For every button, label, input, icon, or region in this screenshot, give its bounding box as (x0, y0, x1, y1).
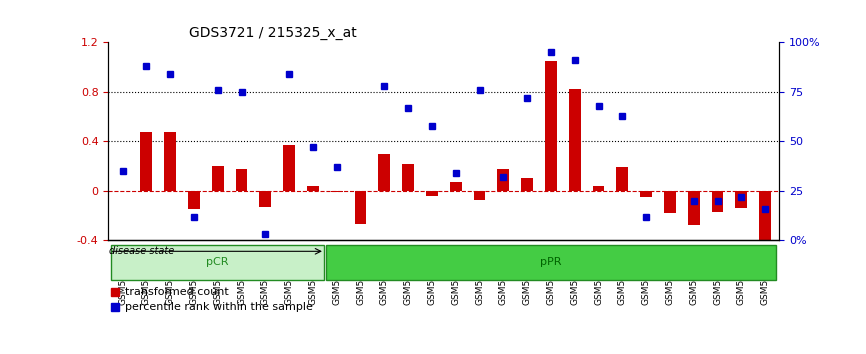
Bar (664, 191, 675, 213)
Bar (140, 131, 152, 191)
Bar (426, 191, 438, 196)
Bar (474, 191, 486, 200)
Bar (260, 191, 271, 207)
Bar (449, 182, 462, 191)
Bar (735, 191, 747, 208)
Bar (283, 145, 295, 191)
FancyBboxPatch shape (326, 245, 776, 280)
Text: GDS3721 / 215325_x_at: GDS3721 / 215325_x_at (189, 26, 357, 40)
Bar (617, 167, 628, 191)
Bar (402, 164, 414, 191)
Text: pPR: pPR (540, 257, 562, 267)
Bar (378, 154, 391, 191)
Bar (592, 186, 604, 191)
Bar (307, 186, 319, 191)
Bar (640, 191, 652, 197)
Text: disease state: disease state (109, 246, 175, 256)
Bar (712, 191, 723, 212)
Text: transformed count: transformed count (125, 287, 229, 297)
Bar (569, 90, 581, 191)
Text: percentile rank within the sample: percentile rank within the sample (125, 302, 313, 312)
Bar (497, 169, 509, 191)
Bar (545, 61, 557, 191)
Bar (212, 166, 223, 191)
Bar (688, 191, 700, 225)
Bar (759, 191, 771, 240)
Bar (354, 191, 366, 224)
Bar (331, 191, 343, 192)
Bar (236, 169, 248, 191)
FancyBboxPatch shape (111, 245, 324, 280)
Bar (165, 131, 176, 191)
Bar (188, 191, 200, 210)
Bar (521, 178, 533, 191)
Text: pCR: pCR (206, 257, 229, 267)
